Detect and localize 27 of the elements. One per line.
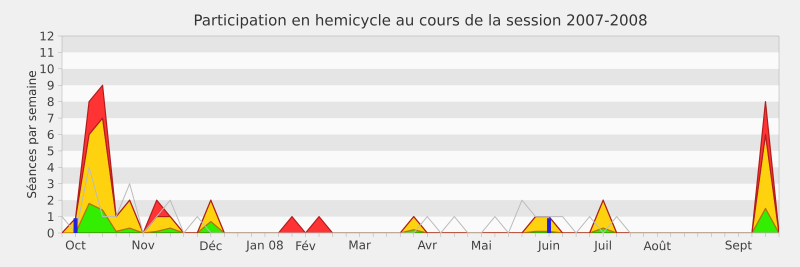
- x-tick-label: Juin: [537, 240, 560, 252]
- y-axis-title: Séances par semaine: [26, 71, 38, 198]
- x-tick-label: Oct: [66, 240, 86, 250]
- y-tick-label: 2: [48, 196, 54, 205]
- y-tick-label: 11: [40, 48, 54, 57]
- y-tick-label: 0: [48, 228, 54, 238]
- y-tick-label: 1: [48, 212, 54, 221]
- x-tick-label: Mai: [472, 240, 491, 250]
- y-tick-label: 10: [40, 64, 54, 74]
- x-tick-label: Nov: [132, 240, 154, 250]
- x-tick-label: Août: [644, 240, 671, 250]
- x-tick-label: Fév: [296, 240, 316, 250]
- x-tick-label: Sept: [726, 240, 752, 252]
- y-tick-label: 5: [48, 146, 54, 156]
- y-tick-label: 9: [48, 80, 54, 90]
- y-tick-label: 12: [40, 32, 54, 40]
- chart-title: Participation en hemicycle au cours de la session 2007-2008: [194, 14, 647, 28]
- x-tick-label: Jan 08: [246, 240, 283, 252]
- y-tick-label: 6: [48, 130, 54, 140]
- y-tick-label: 4: [47, 162, 54, 172]
- x-tick-label: Juil: [594, 240, 611, 252]
- x-tick-label: Avr: [418, 240, 438, 250]
- x-tick-label: Déc: [200, 240, 222, 250]
- x-tick-label: Mar: [350, 240, 371, 250]
- y-tick-label: 8: [48, 97, 54, 106]
- y-tick-label: 7: [48, 114, 54, 122]
- y-tick-label: 3: [48, 179, 54, 188]
